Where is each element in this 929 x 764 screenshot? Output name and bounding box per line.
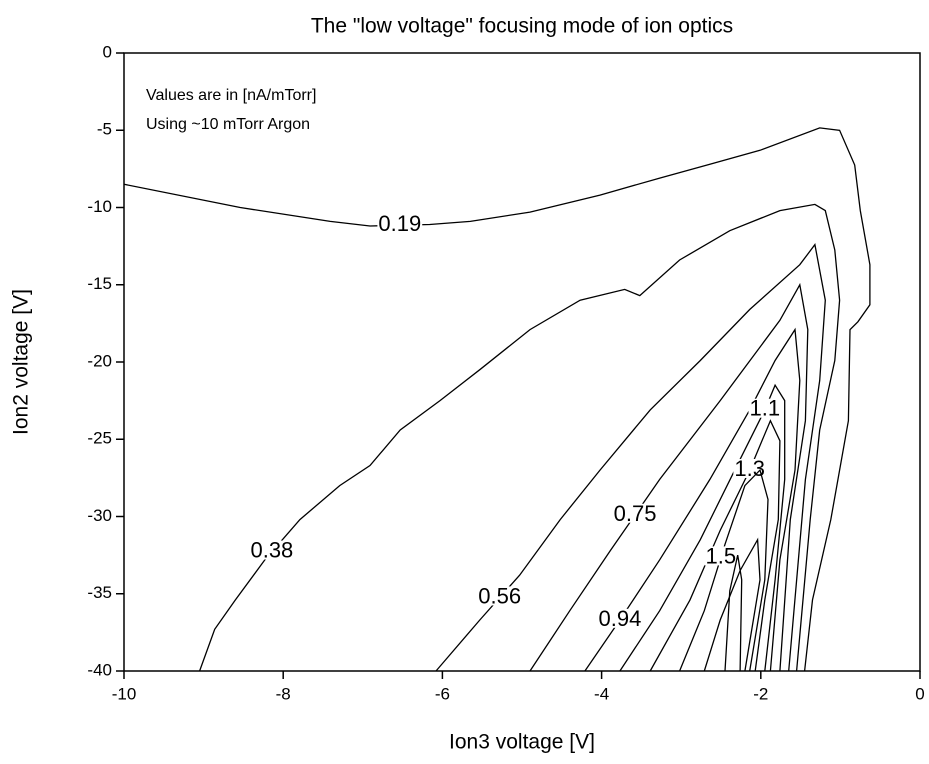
contour-line [678, 468, 769, 672]
annotation: Using ~10 mTorr Argon [146, 116, 310, 133]
contour-label-bg [249, 540, 295, 560]
x-tick-label: 0 [915, 684, 924, 703]
contour-label-bg [748, 398, 782, 418]
plot-frame [123, 52, 921, 672]
contour-label-bg [612, 503, 658, 523]
contour-line [435, 243, 826, 672]
y-tick-label: -25 [87, 429, 112, 448]
y-tick-label: -10 [87, 197, 112, 216]
contour-line [703, 537, 761, 672]
x-tick-label: -2 [753, 684, 768, 703]
contour-line [198, 203, 841, 672]
y-tick-label: -40 [87, 660, 112, 679]
contour-line [649, 419, 781, 672]
x-tick-label: -10 [112, 684, 137, 703]
contour-line [529, 282, 809, 672]
y-tick-label: -20 [87, 351, 112, 370]
contour-label-bg [704, 546, 738, 566]
contour-label-bg [597, 608, 643, 628]
y-tick-label: 0 [103, 42, 112, 61]
contour-label: 1.3 [734, 456, 765, 481]
contour-line [584, 327, 801, 672]
contour-label-bg [377, 214, 423, 234]
contour-line [619, 383, 786, 672]
x-tick-label: -8 [276, 684, 291, 703]
contour-line [724, 554, 743, 672]
annotation: Values are in [nA/mTorr] [146, 87, 316, 104]
x-tick-label: -4 [594, 684, 609, 703]
contour-label: 0.75 [614, 501, 657, 526]
contour-label: 0.19 [378, 211, 421, 236]
contour-label: 0.56 [478, 583, 521, 608]
y-tick-label: -15 [87, 274, 112, 293]
x-axis-label: Ion3 voltage [V] [449, 731, 595, 754]
chart-title: The "low voltage" focusing mode of ion o… [311, 15, 733, 38]
y-axis-label: Ion2 voltage [V] [10, 289, 33, 435]
y-tick-label: -30 [87, 506, 112, 525]
contour-label: 0.38 [250, 538, 293, 563]
contour-label: 1.5 [706, 543, 737, 568]
contour-label: 1.1 [749, 396, 780, 421]
y-tick-label: -5 [97, 120, 112, 139]
contour-label: 0.94 [598, 606, 641, 631]
x-tick-label: -6 [435, 684, 450, 703]
y-tick-label: -35 [87, 583, 112, 602]
contour-label-bg [477, 586, 523, 606]
